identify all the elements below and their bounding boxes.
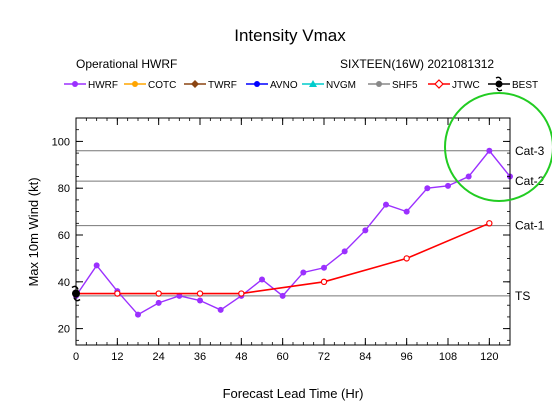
jtwc-point	[403, 255, 410, 262]
legend-marker	[309, 80, 317, 87]
legend-label-avno: AVNO	[270, 80, 298, 91]
x-tick-label: 24	[153, 351, 165, 363]
chart-title: Intensity Vmax	[234, 26, 346, 45]
x-tick-label: 108	[439, 351, 457, 363]
legend-label-hwrf: HWRF	[88, 80, 118, 91]
x-tick-label: 84	[359, 351, 371, 363]
y-tick-label: 80	[58, 183, 70, 195]
y-tick-label: 20	[58, 324, 70, 336]
hwrf-point	[424, 185, 431, 192]
y-tick-label: 40	[58, 277, 70, 289]
hwrf-point	[155, 299, 162, 306]
x-tick-label: 120	[480, 351, 498, 363]
legend-marker	[376, 81, 382, 87]
jtwc-point	[114, 290, 121, 297]
x-tick-label: 72	[318, 351, 330, 363]
legend-marker	[254, 81, 260, 87]
legend-marker	[495, 80, 503, 88]
reference-label: Cat-1	[515, 219, 545, 233]
x-axis-label: Forecast Lead Time (Hr)	[223, 386, 364, 401]
reference-label: TS	[515, 289, 530, 303]
hwrf-point	[197, 297, 203, 304]
legend-label-jtwc: JTWC	[452, 80, 480, 91]
hwrf-point	[383, 201, 389, 208]
hwrf-point	[217, 306, 224, 313]
hwrf-point	[300, 269, 307, 276]
legend-label-nvgm: NVGM	[326, 80, 356, 91]
jtwc-point	[238, 290, 245, 297]
legend-marker	[434, 79, 444, 89]
hwrf-point	[279, 292, 286, 299]
series-layer	[71, 147, 513, 318]
jtwc-line	[76, 222, 490, 295]
chart-subtitle-left: Operational HWRF	[76, 57, 177, 71]
jtwc-point	[486, 220, 493, 227]
hwrf-line	[75, 149, 511, 316]
x-tick-label: 12	[111, 351, 123, 363]
reference-label: Cat-3	[515, 144, 545, 158]
hwrf-point	[486, 147, 493, 154]
hwrf-point	[403, 208, 410, 215]
hwrf-point	[341, 248, 348, 255]
legend-label-cotc: COTC	[148, 80, 176, 91]
y-tick-label: 60	[58, 230, 70, 242]
legend-marker-swirl	[495, 76, 503, 92]
legend-label-twrf: TWRF	[208, 80, 237, 91]
legend-label-best: BEST	[512, 80, 538, 91]
legend-marker	[72, 81, 78, 87]
x-tick-label: 96	[401, 351, 413, 363]
x-tick-label: 48	[235, 351, 247, 363]
hwrf-point	[93, 262, 100, 269]
jtwc-point	[155, 290, 162, 297]
x-tick-label: 36	[194, 351, 206, 363]
x-tick-label: 0	[73, 351, 79, 363]
legend: HWRF COTC TWRF AVNO NVGM SHF5 JTWC BEST	[64, 76, 538, 92]
hwrf-point	[176, 292, 183, 299]
hwrf-point	[321, 264, 327, 271]
legend-label-shf5: SHF5	[392, 80, 418, 91]
highlight-circle	[444, 92, 552, 202]
highlight-layer	[444, 92, 552, 202]
legend-marker	[191, 80, 199, 88]
hwrf-point	[259, 276, 265, 283]
hwrf-point	[465, 173, 472, 180]
hwrf-point	[135, 311, 141, 318]
jtwc-point	[196, 290, 204, 297]
hwrf-point	[362, 227, 369, 234]
y-tick-label: 100	[52, 136, 70, 148]
axes: 0 12 24 36 48 60 72 84 96 108 120 20 40 60 80 100	[52, 117, 511, 363]
jtwc-point	[320, 278, 328, 286]
legend-marker	[132, 81, 138, 87]
y-axis-label: Max 10m Wind (kt)	[26, 177, 41, 286]
x-tick-label: 60	[277, 351, 289, 363]
hwrf-point	[445, 182, 451, 189]
chart-subtitle-right: SIXTEEN(16W) 2021081312	[340, 57, 494, 71]
